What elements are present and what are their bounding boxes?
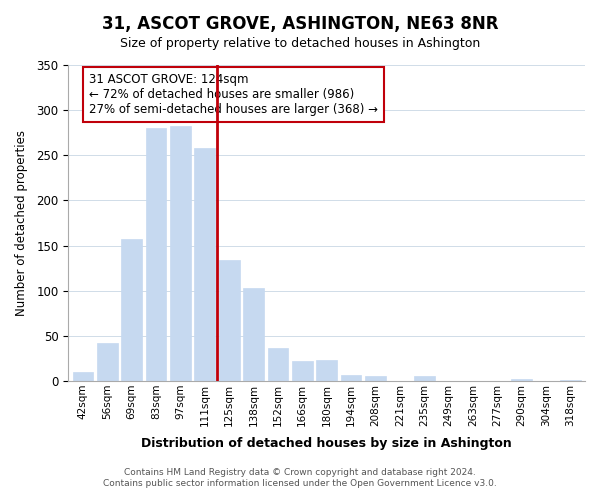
Bar — [194, 148, 215, 381]
Bar — [560, 380, 581, 381]
Bar — [292, 361, 313, 381]
Bar — [268, 348, 288, 381]
Text: Contains HM Land Registry data © Crown copyright and database right 2024.
Contai: Contains HM Land Registry data © Crown c… — [103, 468, 497, 487]
Bar — [121, 239, 142, 381]
Bar — [365, 376, 386, 381]
Y-axis label: Number of detached properties: Number of detached properties — [15, 130, 28, 316]
Bar — [316, 360, 337, 381]
Bar — [243, 288, 264, 381]
Text: 31 ASCOT GROVE: 124sqm
← 72% of detached houses are smaller (986)
27% of semi-de: 31 ASCOT GROVE: 124sqm ← 72% of detached… — [89, 73, 378, 116]
X-axis label: Distribution of detached houses by size in Ashington: Distribution of detached houses by size … — [141, 437, 512, 450]
Bar — [97, 343, 118, 381]
Text: Size of property relative to detached houses in Ashington: Size of property relative to detached ho… — [120, 38, 480, 51]
Bar — [146, 128, 166, 381]
Bar — [73, 372, 93, 381]
Bar — [219, 260, 239, 381]
Bar — [511, 379, 532, 381]
Bar — [341, 374, 361, 381]
Bar — [414, 376, 434, 381]
Text: 31, ASCOT GROVE, ASHINGTON, NE63 8NR: 31, ASCOT GROVE, ASHINGTON, NE63 8NR — [102, 15, 498, 33]
Bar — [170, 126, 191, 381]
